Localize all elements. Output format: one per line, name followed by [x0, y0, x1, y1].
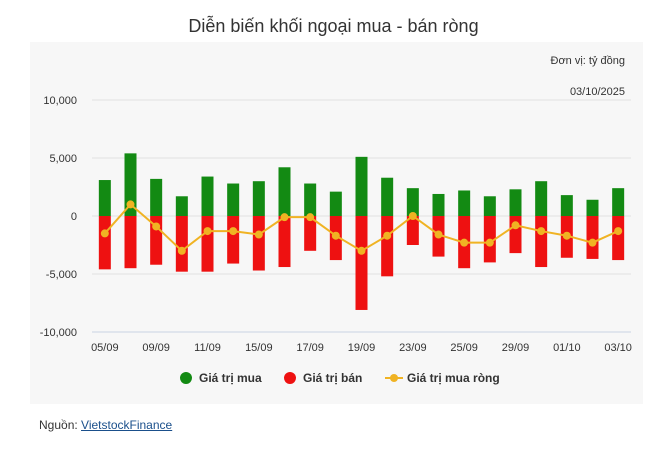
unit-label: Đơn vị: tỷ đồng	[551, 55, 625, 67]
legend-label: Giá trị mua ròng	[407, 371, 500, 385]
sell-bar	[612, 216, 625, 261]
net-point	[203, 227, 212, 236]
chart-panel: Đơn vị: tỷ đồng 03/10/2025 10,000 5,000 0 -5,…	[30, 42, 643, 404]
x-tick-label: 09/09	[142, 342, 170, 354]
buy-bar	[304, 183, 317, 216]
buy-bar	[586, 199, 599, 216]
net-point	[460, 238, 469, 247]
buy-bar	[355, 156, 368, 216]
net-point	[485, 238, 494, 247]
legend-marker-icon	[284, 372, 296, 384]
source-prefix: Nguồn:	[39, 418, 82, 432]
legend-marker-icon	[390, 374, 398, 382]
net-point	[614, 227, 623, 236]
buy-bar	[252, 181, 265, 216]
sell-bar	[98, 216, 111, 270]
buy-bar	[535, 181, 548, 216]
net-point	[229, 227, 238, 236]
buy-bar	[381, 177, 394, 216]
sell-bar	[201, 216, 214, 272]
buy-bar	[201, 176, 214, 216]
legend-marker-icon	[180, 372, 192, 384]
buy-bar	[150, 178, 163, 216]
y-tick-label: -10,000	[40, 327, 77, 339]
net-point	[280, 213, 289, 222]
x-tick-label: 29/09	[502, 342, 530, 354]
net-point	[588, 238, 597, 247]
sell-bar	[406, 216, 419, 245]
net-point	[357, 246, 366, 255]
chart-title: Diễn biến khối ngoại mua - bán ròng	[188, 16, 479, 36]
sell-bar	[355, 216, 368, 310]
net-point	[306, 213, 315, 222]
x-tick-label: 25/09	[450, 342, 478, 354]
sell-bar	[278, 216, 291, 268]
net-point	[152, 222, 161, 231]
x-tick-label: 03/10	[604, 342, 632, 354]
legend-label: Giá trị mua	[199, 371, 262, 385]
net-point	[126, 200, 135, 209]
net-point	[537, 227, 546, 236]
y-tick-label: 5,000	[49, 153, 77, 165]
sell-bar	[124, 216, 137, 269]
net-point	[383, 231, 392, 240]
net-point	[331, 231, 340, 240]
net-point	[177, 246, 186, 255]
chart-canvas: Đơn vị: tỷ đồng 03/10/2025 10,000 5,000 0 -5,…	[40, 55, 632, 385]
sell-bar	[175, 216, 188, 272]
net-point	[511, 221, 520, 230]
x-tick-label: 01/10	[553, 342, 581, 354]
buy-bar	[458, 190, 471, 216]
x-tick-label: 05/09	[91, 342, 119, 354]
sell-bar	[227, 216, 240, 264]
buy-bar	[406, 188, 419, 216]
buy-bar	[432, 193, 445, 216]
buy-bar	[175, 196, 188, 216]
net-point	[254, 230, 263, 239]
net-point	[562, 231, 571, 240]
net-point	[100, 229, 109, 238]
buy-bar	[227, 183, 240, 216]
x-tick-label: 17/09	[296, 342, 324, 354]
buy-bar	[98, 180, 111, 216]
legend-label: Giá trị bán	[303, 371, 362, 385]
source-link[interactable]: VietstockFinance	[81, 418, 173, 432]
sell-bar	[304, 216, 317, 251]
buy-bar	[124, 153, 137, 216]
sell-bar	[252, 216, 265, 271]
y-tick-label: 0	[71, 211, 77, 223]
x-tick-label: 23/09	[399, 342, 427, 354]
net-point	[434, 230, 443, 239]
y-tick-label: 10,000	[43, 95, 77, 107]
net-point	[408, 212, 417, 220]
buy-bar	[560, 195, 573, 216]
sell-bar	[586, 216, 599, 259]
y-tick-label: -5,000	[46, 269, 77, 281]
buy-bar	[329, 191, 342, 216]
sell-bar	[381, 216, 394, 277]
source-line: Nguồn: VietstockFinance	[39, 418, 172, 432]
x-tick-label: 15/09	[245, 342, 273, 354]
date-label: 03/10/2025	[570, 86, 625, 98]
sell-bar	[535, 216, 548, 268]
x-tick-label: 19/09	[348, 342, 376, 354]
x-tick-label: 11/09	[194, 342, 221, 354]
buy-bar	[483, 196, 496, 216]
buy-bar	[612, 188, 625, 216]
buy-bar	[509, 189, 522, 216]
buy-bar	[278, 167, 291, 216]
